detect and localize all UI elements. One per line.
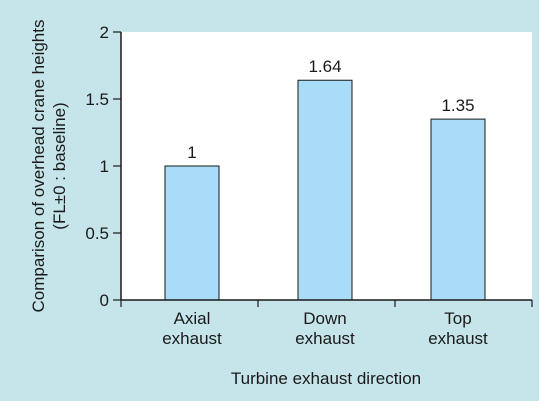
bar [430, 118, 486, 301]
x-axis-title: Turbine exhaust direction [231, 369, 421, 388]
y-tick-label: 0 [100, 291, 109, 310]
y-axis-title-line-1: Comparison of overhead crane heights [29, 20, 48, 313]
x-tick-label: Top [444, 309, 471, 328]
bar [164, 165, 220, 301]
y-ticks-group: 0 0.5 1 1.5 2 [85, 23, 121, 310]
bar-value-label: 1.35 [441, 96, 474, 115]
x-tick-label: exhaust [162, 329, 222, 348]
y-tick-label: 1.5 [85, 90, 109, 109]
value-labels-group: 1 1.64 1.35 [187, 57, 474, 162]
y-axis-title-line-2: (FL±0 : baseline) [50, 102, 69, 229]
x-tick-label: Axial [174, 309, 211, 328]
x-tick-label: Down [303, 309, 346, 328]
y-tick-label: 2 [100, 23, 109, 42]
x-tick-label: exhaust [295, 329, 355, 348]
bars-group [164, 79, 486, 301]
y-axis-title: Comparison of overhead crane heights (FL… [29, 20, 69, 313]
bar-value-label: 1.64 [308, 57, 341, 76]
bar [297, 79, 353, 301]
y-tick-label: 1 [100, 157, 109, 176]
x-tick-label: exhaust [428, 329, 488, 348]
x-ticks-group [120, 300, 533, 307]
bar-value-label: 1 [187, 143, 196, 162]
y-tick-label: 0.5 [85, 224, 109, 243]
